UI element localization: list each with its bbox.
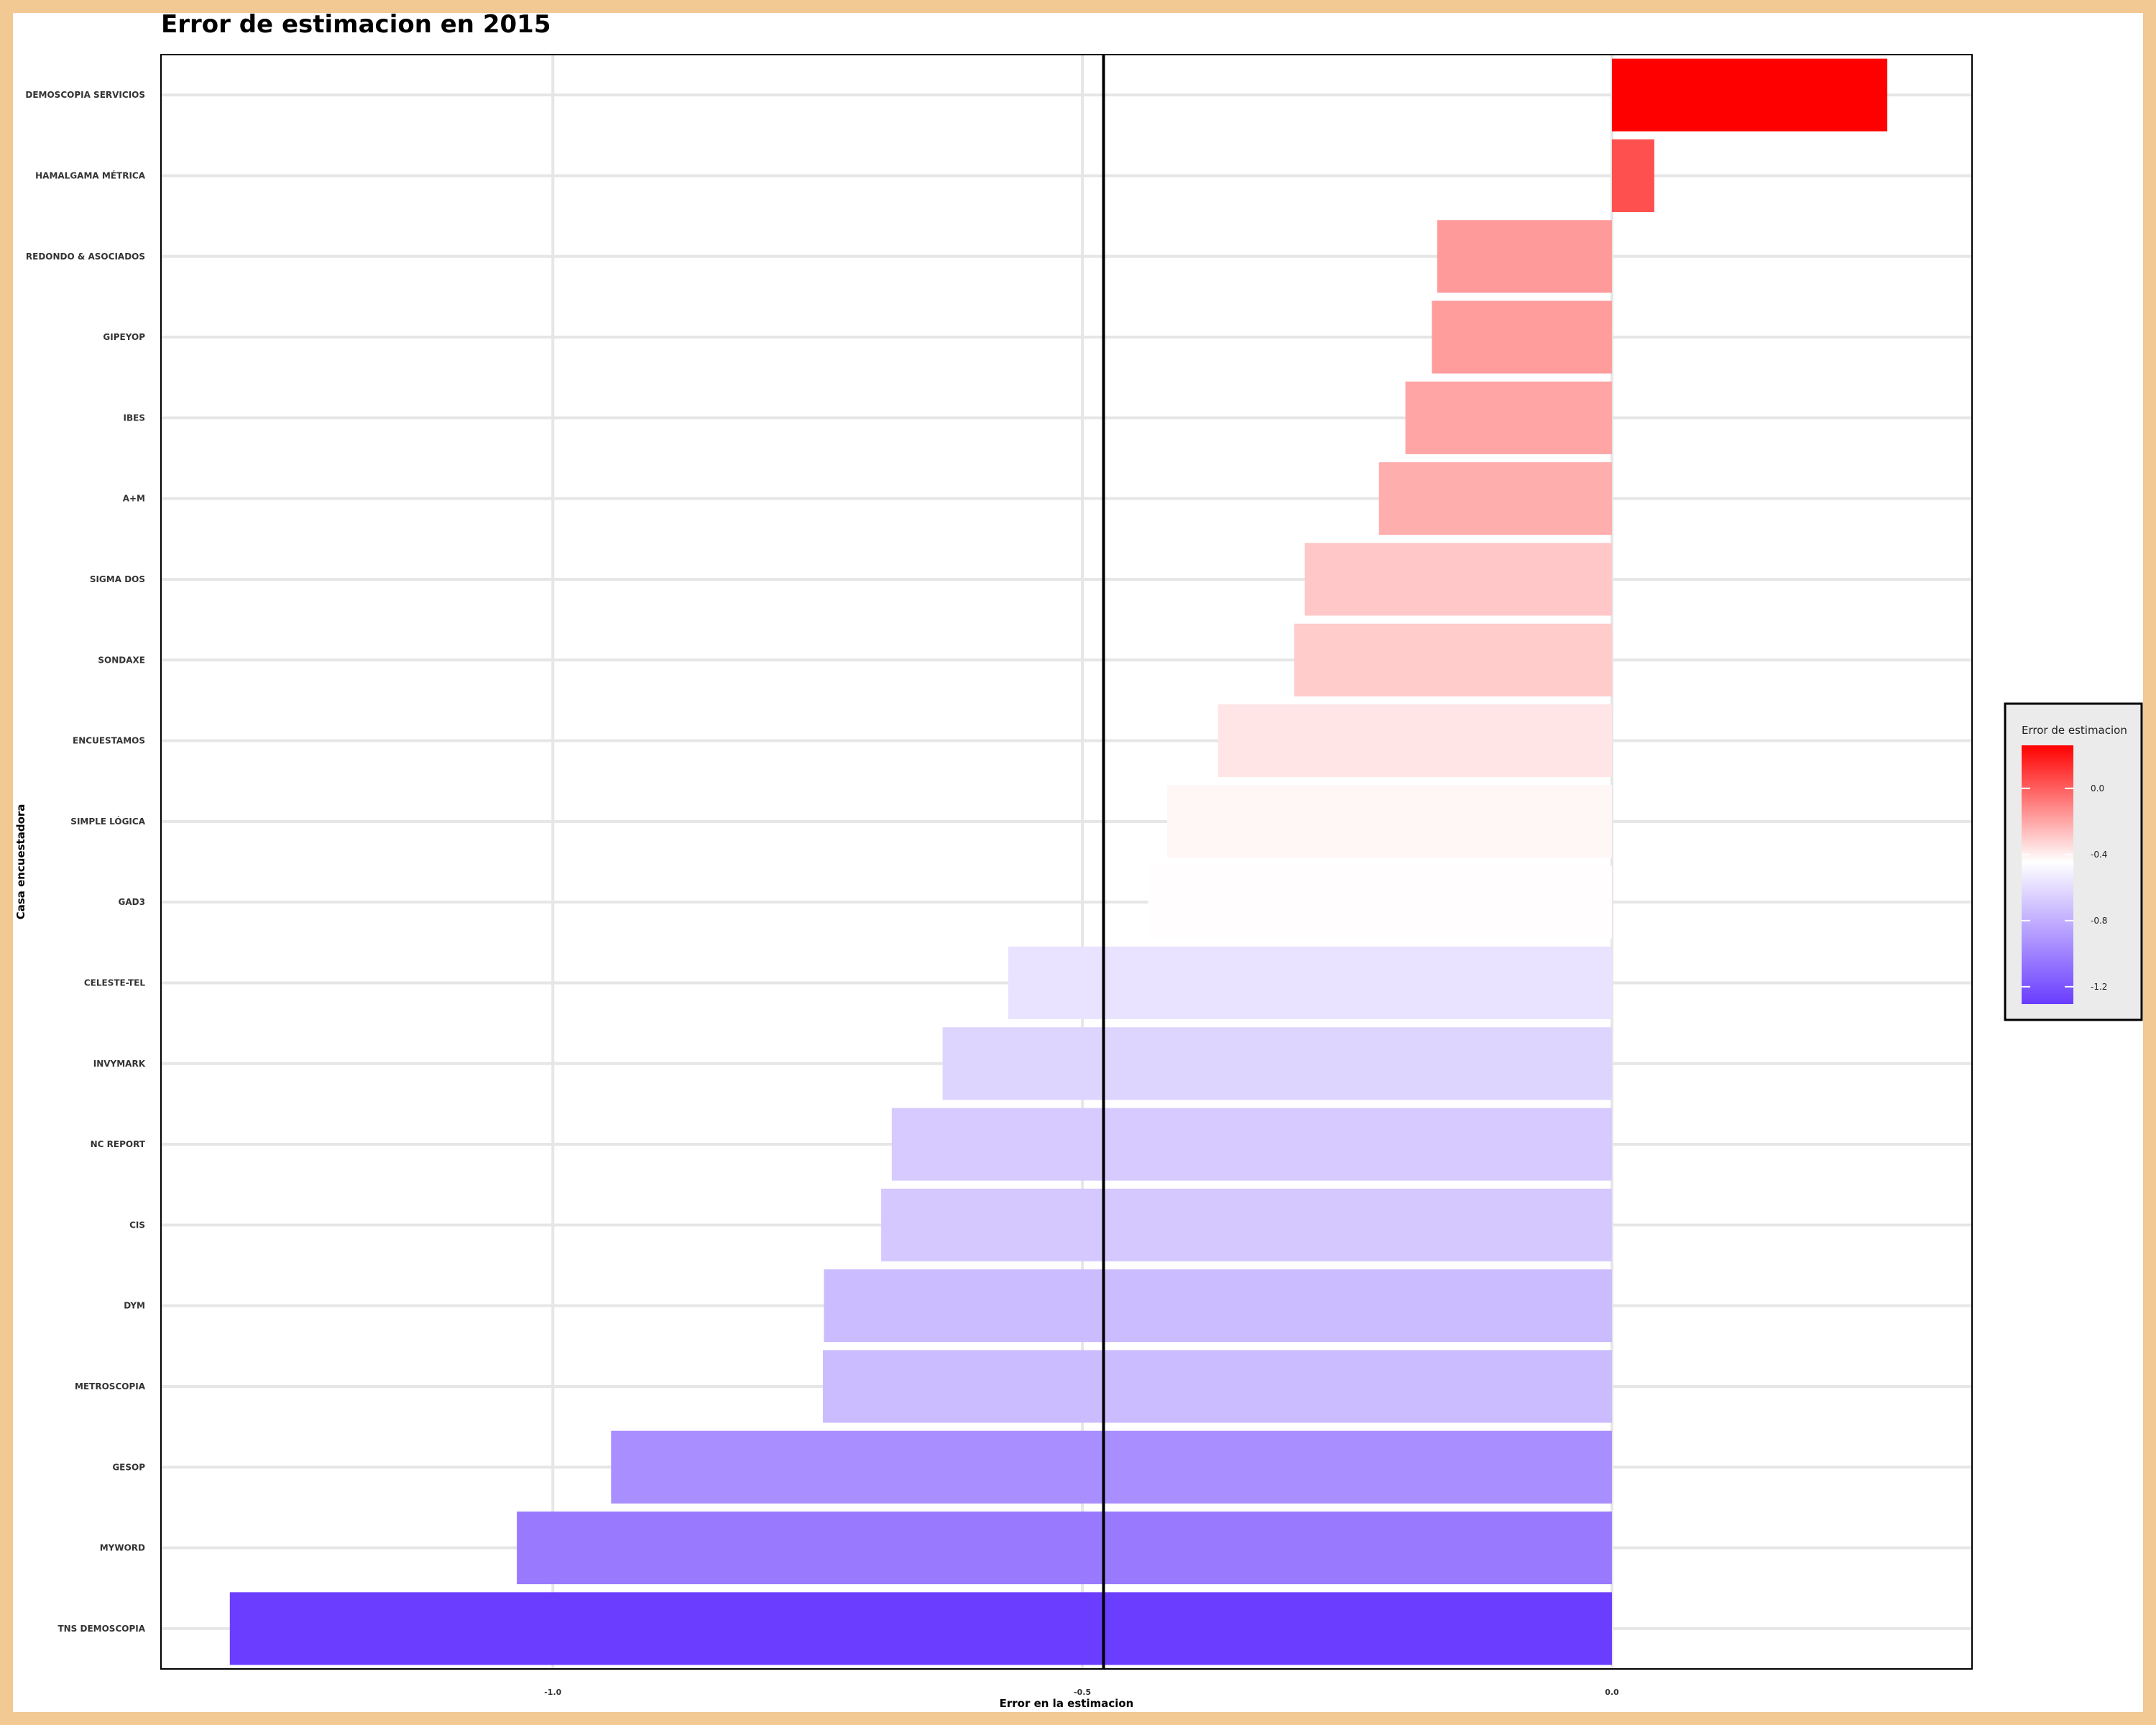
legend-tick-label: 0.0 — [2091, 783, 2104, 794]
x-tick-labels: -1.0 -0.5 0.0 — [544, 1688, 1619, 1697]
category-label: GIPEYOP — [103, 332, 145, 342]
plot-border — [160, 54, 1973, 1670]
x-tick-label: -0.5 — [1074, 1688, 1091, 1697]
legend-title: Error de estimacion — [2022, 724, 2127, 737]
category-label: IBES — [124, 413, 145, 423]
category-label: A+M — [123, 494, 145, 504]
bar — [517, 1512, 1612, 1585]
bar — [824, 1269, 1612, 1343]
category-label: SIMPLE LÓGICA — [70, 816, 145, 827]
legend-colorbar — [2022, 745, 2073, 1004]
x-tick-label: -1.0 — [544, 1688, 561, 1697]
bar — [1304, 543, 1612, 616]
bar — [942, 1027, 1612, 1100]
bar — [1378, 462, 1612, 535]
bar-chart: Error de estimacion en 2015 DEMOSCOPIA S… — [14, 13, 2143, 1710]
grid-lines — [161, 55, 1972, 1669]
bar — [1611, 139, 1654, 212]
category-label: DYM — [124, 1301, 145, 1311]
bar — [1405, 381, 1612, 454]
bar — [1437, 220, 1612, 293]
legend-tick-label: -0.4 — [2091, 850, 2107, 860]
category-label: CIS — [129, 1220, 145, 1230]
y-axis-label: Casa encuestadora — [14, 804, 27, 920]
category-label: METROSCOPIA — [75, 1381, 146, 1392]
chart-frame: Error de estimacion en 2015 DEMOSCOPIA S… — [13, 13, 2143, 1712]
bar — [1217, 704, 1612, 778]
legend-tick-label: -1.2 — [2091, 982, 2107, 992]
category-label: REDONDO & ASOCIADOS — [26, 252, 145, 262]
bar — [1148, 865, 1612, 939]
category-label: GAD3 — [119, 897, 145, 907]
legend-tick-label: -0.8 — [2091, 916, 2107, 926]
chart-title: Error de estimacion en 2015 — [161, 13, 550, 39]
category-label: SONDAXE — [98, 655, 145, 665]
bar — [1294, 623, 1612, 696]
category-label: MYWORD — [100, 1543, 145, 1553]
category-label: HAMALGAMA MÉTRICA — [35, 170, 146, 180]
legend: Error de estimacion 0.0 -0.4 -0.8 -1.2 — [2004, 702, 2143, 1021]
x-tick-label: 0.0 — [1605, 1688, 1619, 1697]
category-label: TNS DEMOSCOPIA — [57, 1624, 145, 1634]
bar — [611, 1430, 1612, 1504]
bar — [1432, 300, 1612, 374]
category-label: ENCUESTAMOS — [73, 736, 145, 746]
bar — [1611, 58, 1888, 132]
category-label: NC REPORT — [91, 1139, 146, 1149]
bar — [823, 1350, 1612, 1423]
bar — [891, 1108, 1612, 1181]
x-axis-label: Error en la estimacion — [1000, 1697, 1134, 1710]
category-label: INVYMARK — [93, 1059, 146, 1069]
category-labels: DEMOSCOPIA SERVICIOS HAMALGAMA MÉTRICA RED… — [25, 90, 145, 1634]
category-label: SIGMA DOS — [90, 574, 145, 584]
category-label: CELESTE-TEL — [84, 978, 145, 988]
bars — [229, 58, 1888, 1665]
bar — [229, 1592, 1612, 1665]
legend-ticks: 0.0 -0.4 -0.8 -1.2 — [2022, 783, 2107, 992]
bar — [1167, 785, 1612, 858]
bar — [1008, 946, 1612, 1019]
category-label: GESOP — [112, 1462, 145, 1472]
bar — [881, 1188, 1612, 1261]
category-label: DEMOSCOPIA SERVICIOS — [25, 90, 145, 100]
